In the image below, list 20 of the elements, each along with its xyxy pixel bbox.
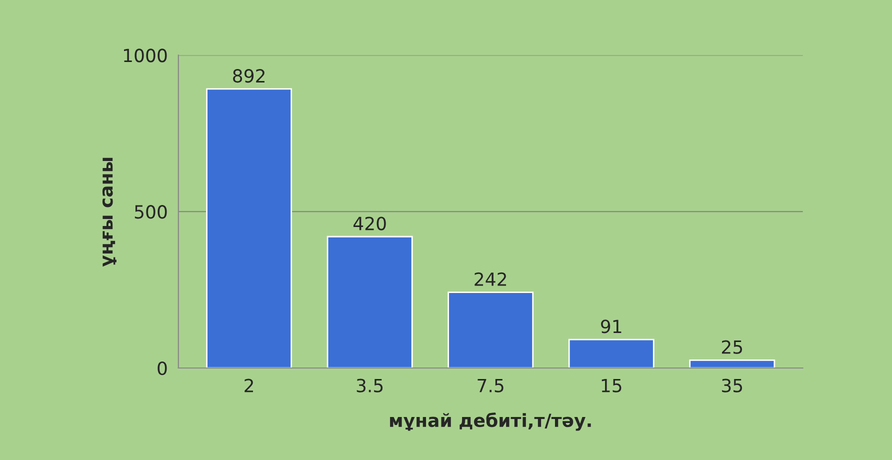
y-tick-label: 0 [158, 361, 167, 376]
x-axis-title: мұнай дебиті,т/тәу. [390, 412, 591, 431]
bar [448, 292, 534, 368]
y-tick-label: 500 [134, 205, 167, 219]
data-label: 892 [233, 69, 264, 83]
x-tick-label: 7.5 [478, 378, 504, 392]
x-tick-label: 2 [244, 378, 253, 392]
y-tick-label: 1000 [124, 48, 167, 62]
bar [326, 236, 413, 368]
data-label: 91 [601, 320, 622, 334]
data-label: 25 [722, 340, 742, 354]
bar [568, 338, 654, 368]
data-label: 420 [353, 216, 386, 230]
data-label: 242 [474, 272, 506, 286]
x-tick-label: 15 [602, 378, 622, 392]
bar [689, 359, 776, 368]
x-tick-label: 3.5 [356, 378, 383, 392]
bar [206, 88, 292, 368]
y-axis-title: ұңғы саны [102, 158, 116, 267]
x-tick-label: 35 [722, 378, 742, 392]
